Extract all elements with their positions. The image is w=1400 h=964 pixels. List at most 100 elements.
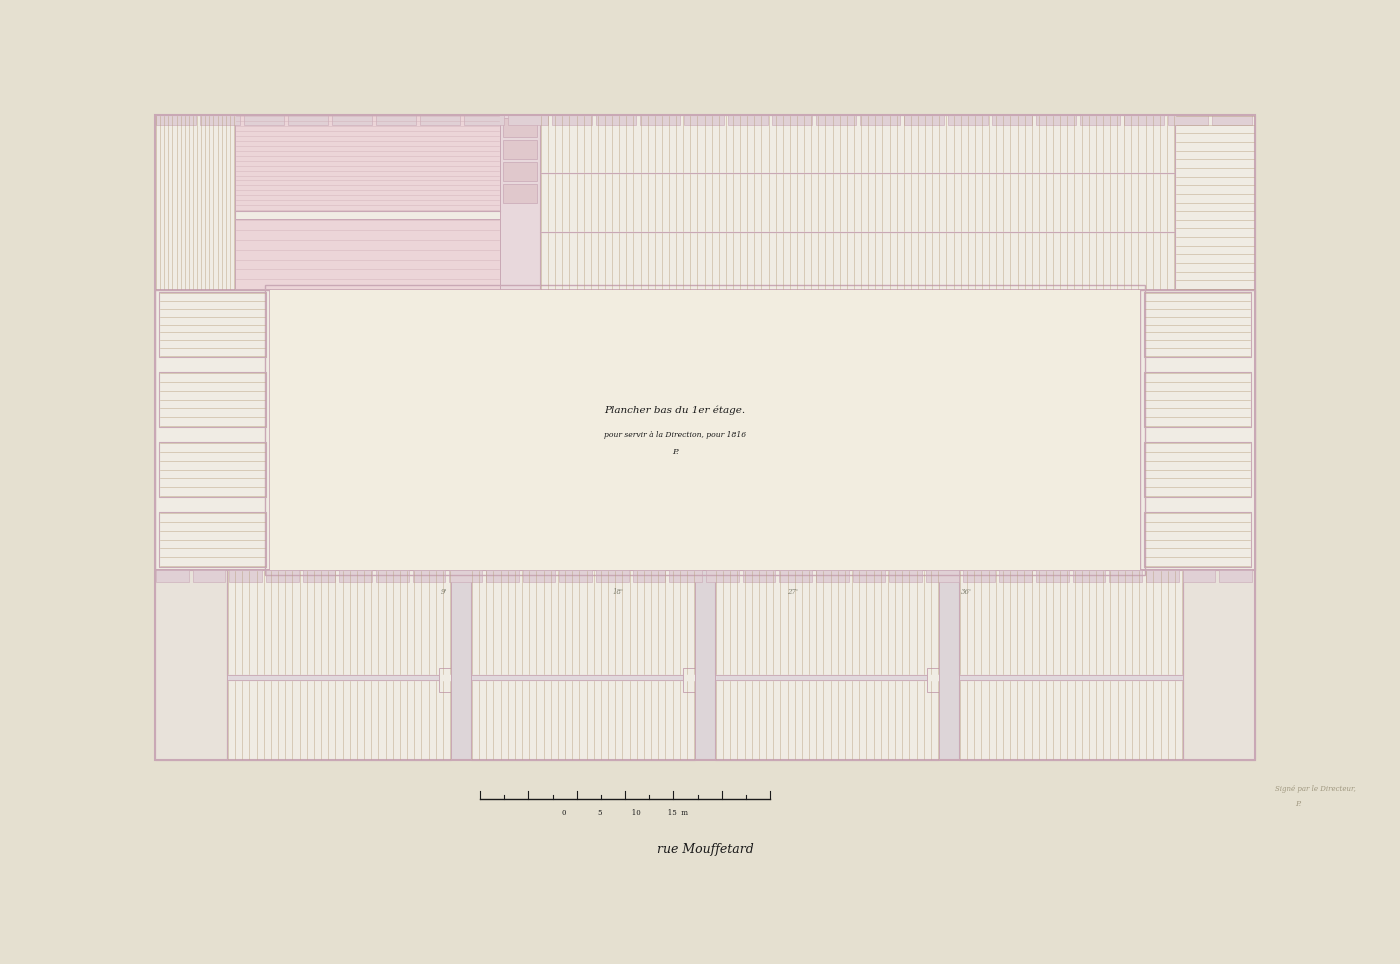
Bar	[1183, 570, 1215, 582]
Bar	[1144, 292, 1252, 357]
Bar	[155, 115, 1254, 290]
Bar	[948, 115, 988, 125]
Bar	[302, 570, 336, 582]
Bar	[596, 115, 636, 125]
Bar	[904, 115, 944, 125]
Bar	[155, 115, 1254, 760]
Bar	[540, 115, 1175, 174]
Bar	[193, 570, 225, 582]
Bar	[503, 140, 538, 159]
Bar	[715, 681, 939, 760]
Bar	[1183, 570, 1254, 760]
Bar	[503, 184, 538, 203]
Text: 27': 27'	[787, 588, 798, 596]
Bar	[1147, 570, 1179, 582]
Bar	[413, 570, 445, 582]
Bar	[1144, 512, 1252, 567]
Bar	[155, 115, 196, 125]
Bar	[155, 115, 235, 290]
Bar	[160, 292, 266, 357]
Bar	[339, 570, 372, 582]
Bar	[1109, 570, 1142, 582]
Bar	[669, 570, 701, 582]
Bar	[227, 570, 451, 760]
Bar	[1079, 115, 1120, 125]
Bar	[463, 115, 504, 125]
Bar	[1140, 290, 1254, 570]
Bar	[1168, 115, 1208, 125]
Bar	[160, 512, 266, 567]
Bar	[633, 570, 665, 582]
Bar	[853, 570, 885, 582]
Bar	[1036, 570, 1068, 582]
Bar	[959, 570, 1183, 760]
Bar	[540, 231, 1175, 290]
Bar	[1144, 292, 1252, 357]
Bar	[270, 290, 1140, 570]
Bar	[927, 668, 951, 692]
Bar	[266, 570, 298, 582]
Bar	[160, 372, 266, 427]
Text: 18': 18'	[613, 588, 623, 596]
Bar	[780, 570, 812, 582]
Bar	[715, 570, 939, 675]
Bar	[227, 570, 451, 675]
Text: 9': 9'	[441, 588, 447, 596]
Bar	[155, 115, 1254, 290]
Bar	[1175, 115, 1254, 290]
Bar	[160, 442, 266, 497]
Bar	[1036, 115, 1077, 125]
Text: P.: P.	[1295, 800, 1301, 808]
Bar	[552, 115, 592, 125]
Bar	[235, 219, 500, 290]
Bar	[265, 285, 1145, 575]
Bar	[560, 570, 592, 582]
Text: 36': 36'	[960, 588, 972, 596]
Bar	[503, 162, 538, 181]
Bar	[449, 570, 482, 582]
Bar	[470, 675, 694, 681]
Bar	[640, 115, 680, 125]
Bar	[1140, 290, 1254, 570]
Bar	[230, 570, 262, 582]
Bar	[160, 372, 266, 427]
Bar	[715, 570, 939, 760]
Text: rue Mouffetard: rue Mouffetard	[657, 843, 753, 855]
Bar	[500, 115, 540, 290]
Bar	[1144, 442, 1252, 497]
Bar	[227, 675, 451, 681]
Text: P.: P.	[672, 448, 678, 456]
Bar	[715, 675, 939, 681]
Bar	[816, 570, 848, 582]
Bar	[596, 570, 629, 582]
Bar	[160, 442, 266, 497]
Bar	[683, 668, 707, 692]
Bar	[706, 570, 739, 582]
Bar	[742, 570, 776, 582]
Bar	[728, 115, 769, 125]
Bar	[227, 681, 451, 760]
Text: 0              5             10            15  m: 0 5 10 15 m	[561, 809, 687, 817]
Bar	[963, 570, 995, 582]
Bar	[508, 115, 547, 125]
Bar	[155, 290, 270, 570]
Bar	[1144, 372, 1252, 427]
Bar	[377, 115, 416, 125]
Bar	[470, 570, 694, 760]
Bar	[470, 570, 694, 675]
Bar	[470, 681, 694, 760]
Bar	[771, 115, 812, 125]
Bar	[1124, 115, 1163, 125]
Bar	[889, 570, 923, 582]
Bar	[486, 570, 518, 582]
Bar	[993, 115, 1032, 125]
Text: Signé par le Directeur,: Signé par le Directeur,	[1275, 785, 1355, 793]
Text: pour servir à la Direction, pour 1816: pour servir à la Direction, pour 1816	[603, 431, 746, 439]
Bar	[1000, 570, 1032, 582]
Bar	[155, 570, 227, 760]
Bar	[860, 115, 900, 125]
Bar	[694, 570, 715, 760]
Bar	[155, 570, 1254, 760]
Bar	[160, 292, 266, 357]
Bar	[332, 115, 372, 125]
